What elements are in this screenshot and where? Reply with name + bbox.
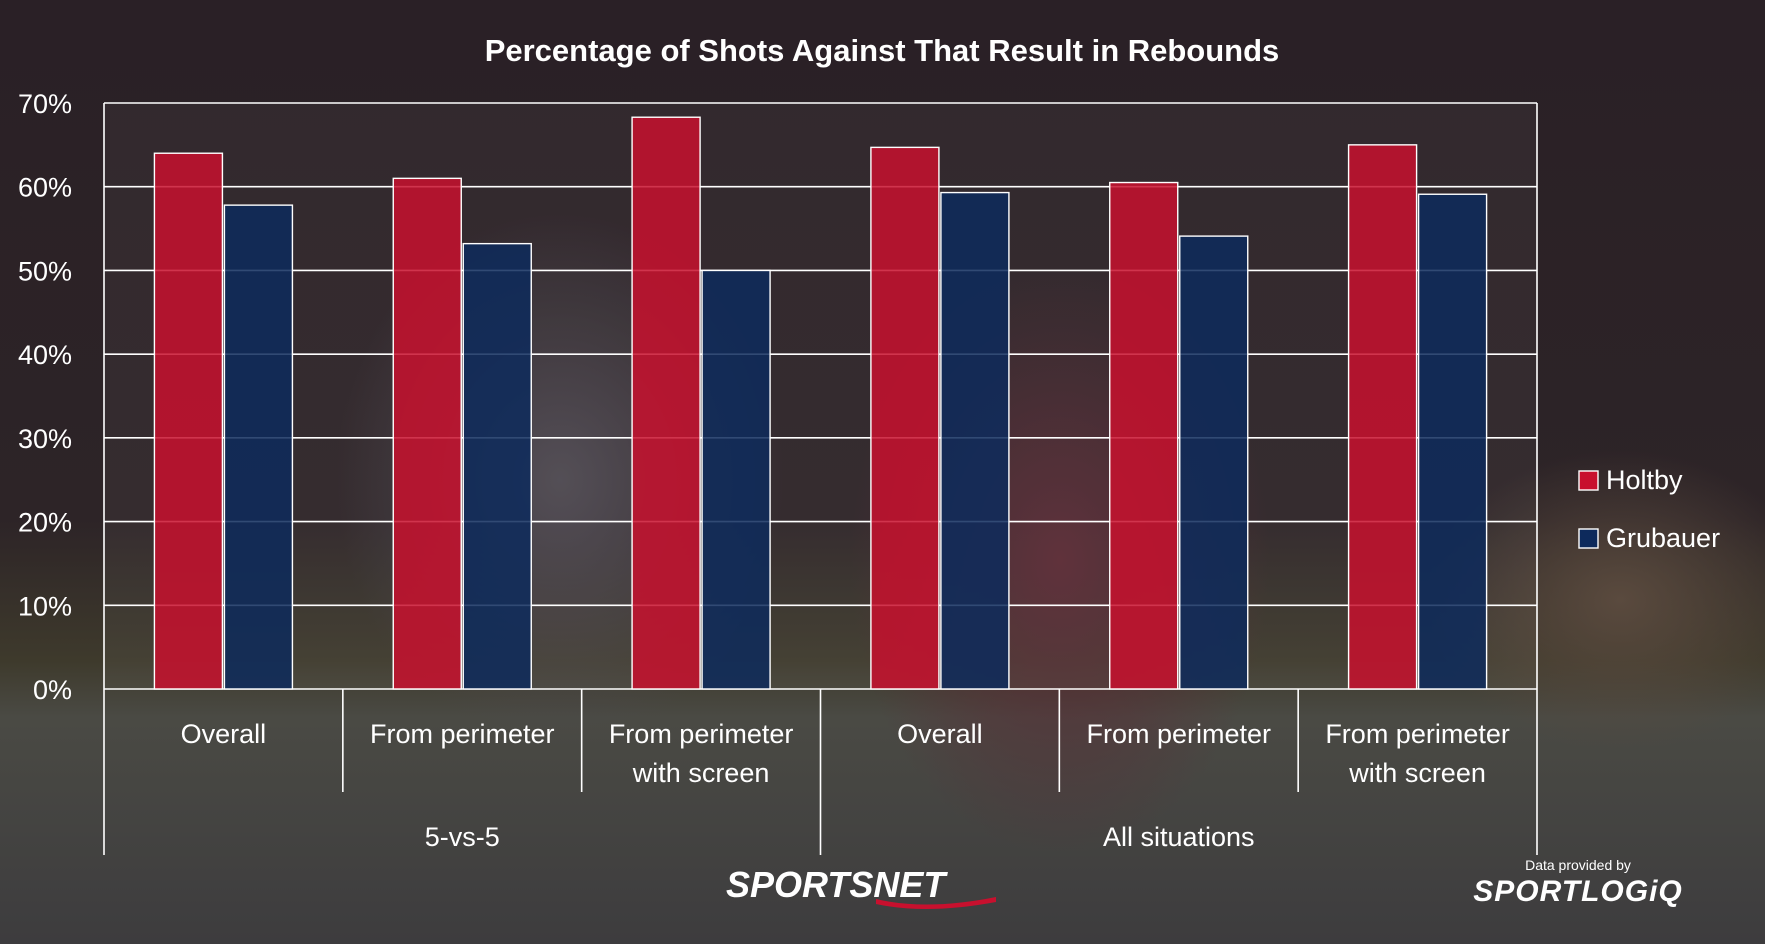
bar-grubauer <box>462 242 532 690</box>
sportsnet-logo: SPORTSNET <box>726 864 996 910</box>
y-tick-label: 10% <box>18 591 72 621</box>
y-tick-label: 60% <box>18 173 72 203</box>
plot-background <box>104 103 1537 689</box>
legend-label-holtby: Holtby <box>1606 465 1683 495</box>
x-tick-label: From perimeter <box>1325 719 1510 749</box>
legend-label-grubauer: Grubauer <box>1606 523 1720 553</box>
x-tick-label: Overall <box>897 719 983 749</box>
bar-holtby <box>392 177 462 690</box>
bar-grubauer <box>940 191 1010 690</box>
x-tick-label: From perimeter <box>370 719 555 749</box>
x-tick-label: with screen <box>1348 758 1486 788</box>
legend-swatch-grubauer <box>1578 528 1599 549</box>
sportsnet-wordmark: SPORTSNET <box>726 864 948 905</box>
x-tick-label: Overall <box>181 719 267 749</box>
sportlogiq-wordmark: SPORTLOGiQ <box>1473 875 1683 908</box>
y-tick-label: 50% <box>18 256 72 286</box>
y-tick-label: 30% <box>18 424 72 454</box>
bar-holtby <box>1347 144 1418 690</box>
group-label: All situations <box>1103 822 1255 852</box>
x-tick-label: with screen <box>632 758 770 788</box>
y-tick-label: 70% <box>18 89 72 119</box>
y-tick-label: 20% <box>18 508 72 538</box>
bar-holtby <box>631 116 701 690</box>
bar-grubauer <box>1417 193 1488 690</box>
y-tick-label: 40% <box>18 340 72 370</box>
bar-grubauer <box>1179 235 1249 690</box>
sportlogiq-logo: Data provided by SPORTLOGiQ <box>1468 857 1688 909</box>
bar-grubauer <box>701 269 771 690</box>
bar-grubauer <box>223 204 294 690</box>
plot-area: 0% 10% 20% 30% 40% 50% 60% 70% Overall From perim… <box>18 89 1720 855</box>
x-tick-label: From perimeter <box>609 719 794 749</box>
group-label: 5-vs-5 <box>425 822 500 852</box>
data-provided-label: Data provided by <box>1525 857 1631 873</box>
bar-holtby <box>870 146 940 690</box>
chart-title: Percentage of Shots Against That Result … <box>485 33 1280 68</box>
legend-swatch-holtby <box>1578 470 1599 491</box>
y-tick-label: 0% <box>33 675 72 705</box>
bar-holtby <box>1109 181 1179 690</box>
sportsnet-swoosh <box>876 897 996 910</box>
bar-holtby <box>153 152 224 690</box>
x-tick-label: From perimeter <box>1086 719 1271 749</box>
